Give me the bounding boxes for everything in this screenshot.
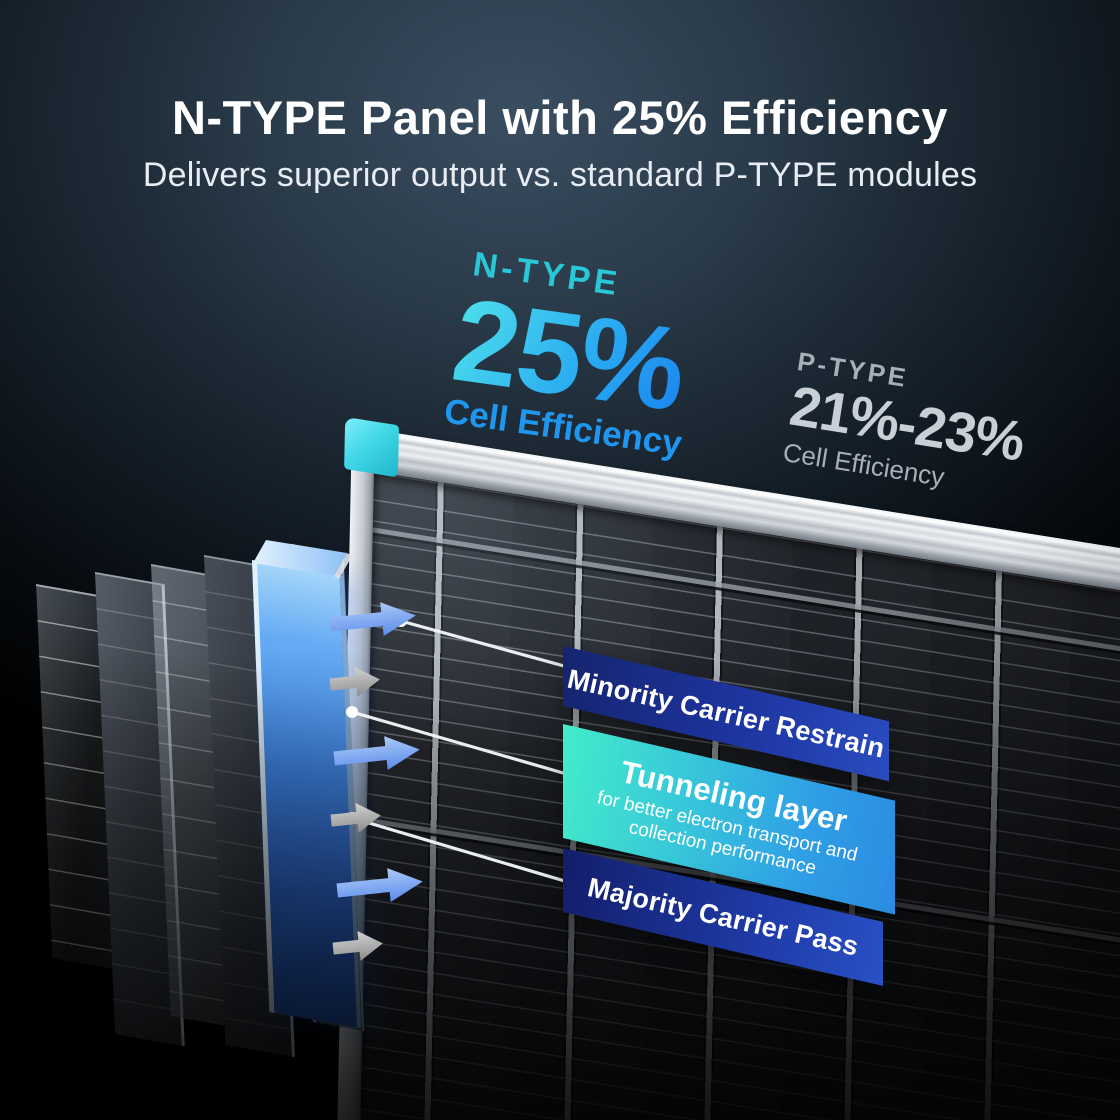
panel-corner-accent bbox=[344, 416, 400, 478]
tunneling-layer-slab bbox=[252, 560, 361, 1029]
page-subtitle: Delivers superior output vs. standard P-… bbox=[142, 156, 978, 194]
page-title: N-TYPE Panel with 25% Efficiency bbox=[171, 91, 949, 144]
ptype-efficiency-stat: P-TYPE 21%-23% Cell Efficiency bbox=[781, 346, 1033, 504]
ntype-efficiency-stat: N-TYPE 25% Cell Efficiency bbox=[442, 244, 705, 464]
